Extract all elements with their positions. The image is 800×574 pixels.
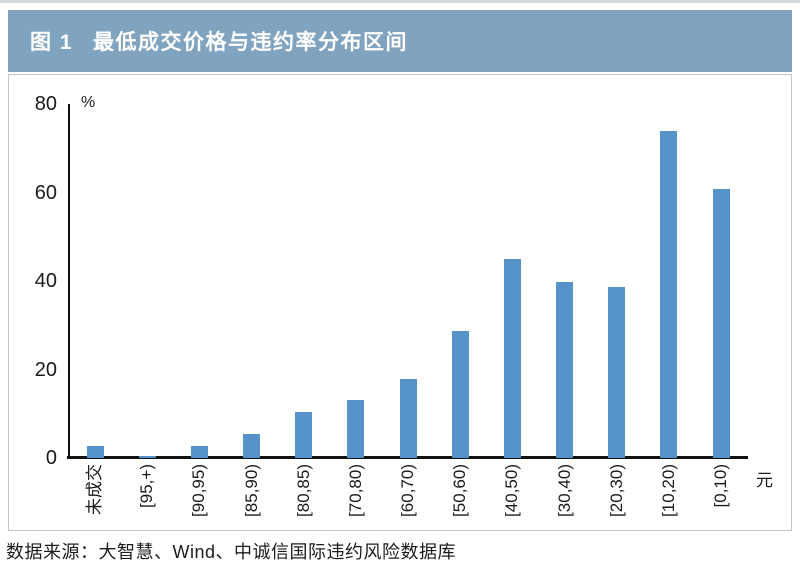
figure-header: 图 1 最低成交价格与违约率分布区间 bbox=[8, 10, 792, 72]
data-source-note: 数据来源：大智慧、Wind、中诚信国际违约风险数据库 bbox=[6, 542, 457, 562]
chart-panel: % 元 0 20 40 60 80 未成交 [95,+) [90,95) [85,90) [80,… bbox=[8, 74, 792, 531]
y-tick-label: 0 bbox=[45, 447, 57, 469]
bar bbox=[138, 455, 156, 458]
bar bbox=[660, 131, 678, 458]
x-tick-label: [50,60) bbox=[450, 464, 470, 517]
bar bbox=[347, 399, 365, 458]
x-axis-unit-label: 元 bbox=[756, 471, 773, 490]
y-tick-label: 40 bbox=[34, 270, 57, 292]
bar bbox=[86, 445, 104, 458]
figure-title: 最低成交价格与违约率分布区间 bbox=[93, 31, 409, 54]
y-tick-label: 80 bbox=[34, 93, 57, 115]
x-tick-label: [95,+) bbox=[137, 464, 157, 508]
y-axis-unit-label: % bbox=[81, 94, 96, 111]
figure-number-label: 图 1 bbox=[30, 31, 74, 54]
x-tick-label: 未成交 bbox=[85, 464, 104, 515]
y-axis-line bbox=[68, 104, 70, 458]
x-tick-label: [60,70) bbox=[398, 464, 418, 517]
x-tick-label: [40,50) bbox=[502, 464, 522, 517]
bar bbox=[556, 281, 574, 458]
bar bbox=[399, 378, 417, 458]
y-tick-label: 60 bbox=[34, 181, 57, 204]
x-tick-label: [0,10) bbox=[711, 464, 731, 508]
x-tick-label: [10,20) bbox=[658, 464, 678, 517]
top-cropped-strip bbox=[0, 0, 800, 3]
x-tick-label: [85,90) bbox=[241, 464, 261, 517]
x-tick-label: [90,95) bbox=[189, 464, 209, 517]
x-tick-label: [30,40) bbox=[554, 464, 574, 517]
bar bbox=[295, 412, 313, 458]
bar bbox=[451, 331, 469, 458]
x-tick-label: [70,80) bbox=[345, 464, 365, 517]
x-tick-label: [80,85) bbox=[293, 464, 313, 517]
bar bbox=[190, 446, 208, 458]
bar bbox=[243, 434, 260, 458]
y-tick-label: 20 bbox=[34, 358, 57, 381]
bar bbox=[503, 258, 521, 458]
bar bbox=[608, 287, 626, 458]
bar bbox=[712, 188, 730, 458]
x-tick-label: [20,30) bbox=[606, 464, 626, 517]
